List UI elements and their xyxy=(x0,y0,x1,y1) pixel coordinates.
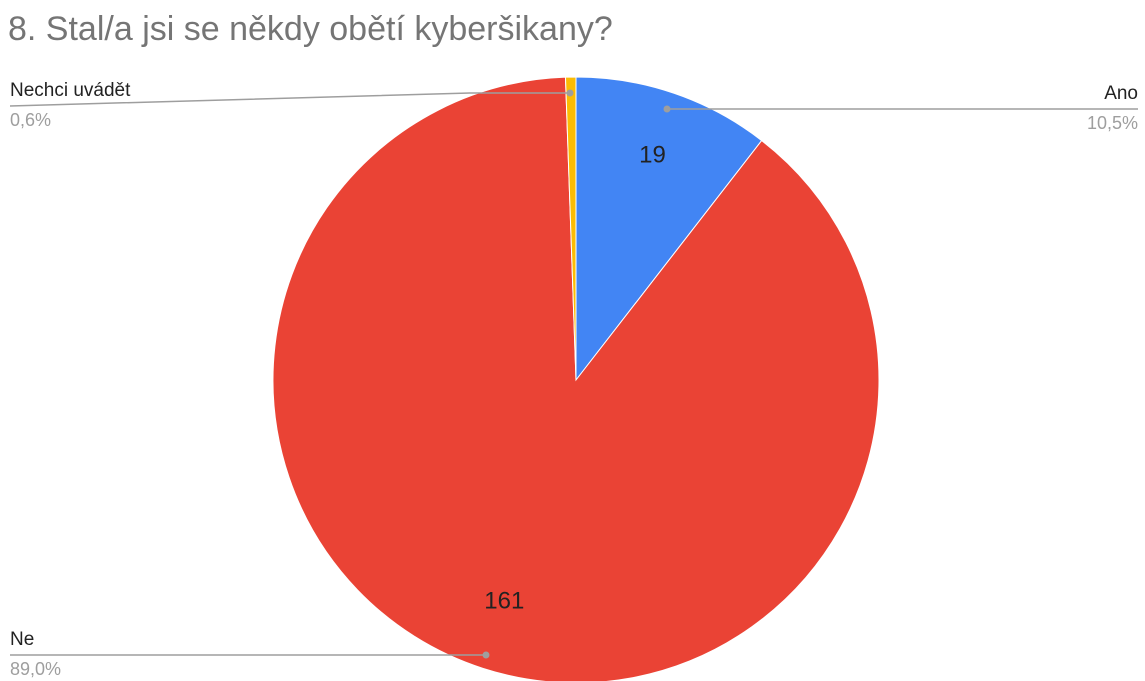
slice-percent-ano: 10,5% xyxy=(1087,113,1138,133)
slice-label-ano: Ano xyxy=(1104,83,1138,104)
slice-label-ne: Ne xyxy=(10,629,34,650)
slice-label-nechci-uvadet: Nechci uvádět xyxy=(10,80,131,101)
leader-dot-ne xyxy=(482,651,490,659)
slice-percent-ne: 89,0% xyxy=(10,659,61,679)
leader-line-nechci-uvadet xyxy=(9,92,570,107)
slice-value-ne: 161 xyxy=(484,587,524,614)
leader-dot-nechci-uvadet xyxy=(566,89,574,97)
slice-percent-nechci-uvadet: 0,6% xyxy=(10,110,51,130)
slice-value-ano: 19 xyxy=(639,142,666,169)
pie-slice-ano xyxy=(575,76,763,382)
chart-title: 8. Stal/a jsi se někdy obětí kyberšikany… xyxy=(8,10,613,48)
pie-slice-nechci-uvadet xyxy=(564,76,577,381)
pie-slice-ne xyxy=(272,76,880,681)
leader-dot-ano xyxy=(663,105,671,113)
